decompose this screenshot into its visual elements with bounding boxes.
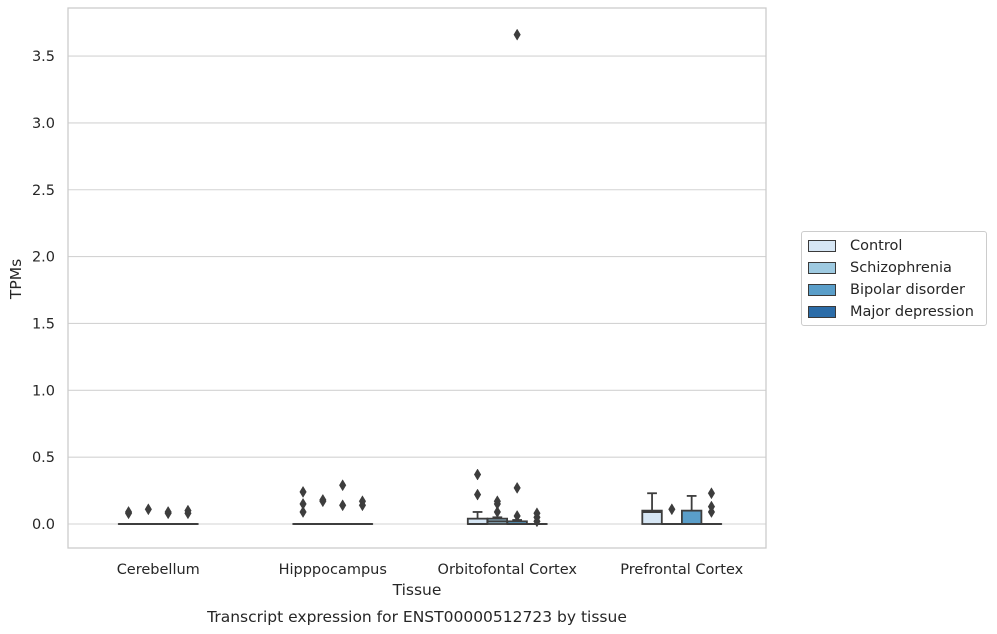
outlier-point-0 <box>513 509 521 522</box>
outlier-point-1 <box>124 505 133 518</box>
box-0-2 <box>466 468 489 525</box>
legend-item-control: Control <box>808 237 902 255</box>
outlier-point-0 <box>144 503 152 516</box>
box-3-1 <box>351 495 374 525</box>
chart-caption: Transcript expression for ENST0000051272… <box>206 608 627 626</box>
box-3-3 <box>700 487 723 525</box>
outlier-point-0 <box>473 488 482 501</box>
y-axis-tick-labels: 0.0 0.5 1.0 1.5 2.0 2.5 3.0 3.5 <box>32 49 55 533</box>
box-3-0 <box>177 504 199 525</box>
legend-label-schizophrenia: Schizophrenia <box>850 260 952 276</box>
outlier-point-1 <box>319 493 327 506</box>
box-1-3 <box>661 503 683 525</box>
outlier-point-1 <box>339 479 347 492</box>
box-0-3 <box>641 492 663 525</box>
y-tick-label-3: 1.5 <box>32 316 55 332</box>
box-2-3 <box>681 495 703 525</box>
legend-item-schizophrenia: Schizophrenia <box>808 259 952 277</box>
outlier-point-2 <box>533 507 541 520</box>
box-1-0 <box>137 503 160 525</box>
outlier-point-1 <box>164 505 172 518</box>
box-0-1 <box>292 485 314 525</box>
box-2-1 <box>331 479 354 525</box>
y-axis-title: TPMs <box>7 259 25 300</box>
box-body <box>641 509 663 525</box>
legend-label-control: Control <box>850 238 903 254</box>
legend-item-major-depression: Major depression <box>808 303 974 321</box>
legend-label-bipolar-disorder: Bipolar disorder <box>850 282 965 298</box>
outlier-point-2 <box>513 28 521 41</box>
x-tick-label-0: Cerebellum <box>117 562 200 578</box>
outlier-point-0 <box>493 505 501 518</box>
y-tick-label-4: 2.0 <box>32 250 55 266</box>
legend-swatch-major-depression <box>808 306 836 318</box>
box-0-0 <box>117 505 140 525</box>
outlier-point-1 <box>299 497 307 510</box>
box-1-2 <box>486 495 509 525</box>
box-2-2 <box>506 28 528 525</box>
plot-area-frame <box>67 7 767 549</box>
outlier-point-0 <box>668 503 676 516</box>
y-tick-label-0: 0.0 <box>32 517 55 533</box>
x-tick-label-2: Orbitofontal Cortex <box>438 562 578 578</box>
legend-swatch-bipolar-disorder <box>808 284 836 296</box>
grid-lines <box>68 55 766 525</box>
outlier-point-2 <box>493 495 501 508</box>
legend-item-bipolar-disorder: Bipolar disorder <box>808 281 965 299</box>
y-tick-label-5: 2.5 <box>32 183 55 199</box>
box-1-1 <box>312 493 334 525</box>
x-axis-tick-labels: Cerebellum Hipppocampus Orbitofontal Corte… <box>117 562 744 578</box>
outlier-point-1 <box>184 504 192 517</box>
x-tick-label-3: Prefrontal Cortex <box>620 562 743 578</box>
outlier-point-2 <box>707 487 716 500</box>
outlier-point-1 <box>473 468 482 481</box>
box-plot-series <box>117 28 723 528</box>
y-tick-label-2: 1.0 <box>32 383 55 399</box>
x-tick-label-1: Hipppocampus <box>279 562 387 578</box>
y-tick-label-7: 3.5 <box>32 49 55 65</box>
outlier-point-1 <box>513 481 521 494</box>
box-3-2 <box>526 507 548 528</box>
outlier-point-1 <box>358 495 367 508</box>
x-axis-title: Tissue <box>392 581 442 599</box>
box-2-0 <box>157 505 179 525</box>
outlier-point-2 <box>299 485 307 498</box>
y-tick-label-6: 3.0 <box>32 116 55 132</box>
box-body <box>681 509 703 525</box>
legend-label-major-depression: Major depression <box>850 304 974 320</box>
legend-swatch-schizophrenia <box>808 262 836 274</box>
outlier-point-0 <box>339 499 347 512</box>
legend: Control Schizophrenia Bipolar disorder M… <box>801 231 987 326</box>
outlier-point-0 <box>299 505 307 518</box>
legend-swatch-control <box>808 240 836 252</box>
y-tick-label-1: 0.5 <box>32 450 55 466</box>
outlier-point-1 <box>707 500 716 513</box>
